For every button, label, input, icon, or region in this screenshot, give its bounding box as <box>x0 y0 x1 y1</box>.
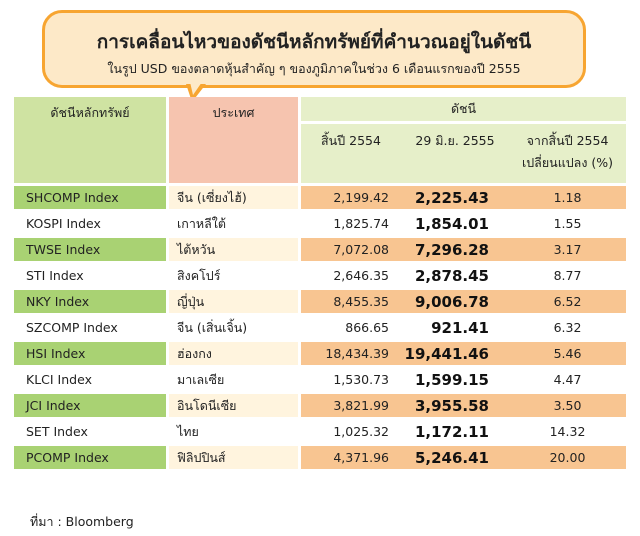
table-row: KLCI Index มาเลเซีย 1,530.73 1,599.15 4.… <box>14 368 627 394</box>
cell-end-2554: 18,434.39 <box>301 342 401 368</box>
header-change-line1: จากสิ้นปี 2554 <box>526 133 609 148</box>
cell-change: 1.18 <box>509 186 627 212</box>
table-row: SET Index ไทย 1,025.32 1,172.11 14.32 <box>14 420 627 446</box>
cell-end-2554: 2,646.35 <box>301 264 401 290</box>
cell-country: ไต้หวัน <box>169 238 301 264</box>
cell-index: TWSE Index <box>14 238 169 264</box>
header-index: ดัชนีหลักทรัพย์ <box>14 97 169 186</box>
cell-change: 1.55 <box>509 212 627 238</box>
cell-index: SZCOMP Index <box>14 316 169 342</box>
cell-country: อินโดนีเซีย <box>169 394 301 420</box>
page-subtitle: ในรูป USD ของตลาดหุ้นสำคัญ ๆ ของภูมิภาคใ… <box>107 61 521 76</box>
index-table: ดัชนีหลักทรัพย์ ประเทศ ดัชนี สิ้นปี 2554… <box>14 97 627 472</box>
table-row: SHCOMP Index จีน (เซี่ยงไฮ้) 2,199.42 2,… <box>14 186 627 212</box>
cell-country: ฮ่องกง <box>169 342 301 368</box>
cell-country: ญี่ปุ่น <box>169 290 301 316</box>
table-row: JCI Index อินโดนีเซีย 3,821.99 3,955.58 … <box>14 394 627 420</box>
cell-index: HSI Index <box>14 342 169 368</box>
cell-country: จีน (เซี่ยงไฮ้) <box>169 186 301 212</box>
table-row: KOSPI Index เกาหลีใต้ 1,825.74 1,854.01 … <box>14 212 627 238</box>
cell-end-2554: 1,530.73 <box>301 368 401 394</box>
title-callout: การเคลื่อนไหวของดัชนีหลักทรัพย์ที่คำนวณอ… <box>42 10 586 88</box>
table-row: STI Index สิงคโปร์ 2,646.35 2,878.45 8.7… <box>14 264 627 290</box>
cell-index: PCOMP Index <box>14 446 169 472</box>
cell-index: STI Index <box>14 264 169 290</box>
cell-country: เกาหลีใต้ <box>169 212 301 238</box>
header-country: ประเทศ <box>169 97 301 186</box>
cell-change: 3.17 <box>509 238 627 264</box>
cell-country: จีน (เสิ่นเจิ้น) <box>169 316 301 342</box>
cell-country: มาเลเซีย <box>169 368 301 394</box>
cell-change: 6.52 <box>509 290 627 316</box>
cell-change: 4.47 <box>509 368 627 394</box>
cell-end-2554: 1,025.32 <box>301 420 401 446</box>
cell-end-2554: 7,072.08 <box>301 238 401 264</box>
cell-country: สิงคโปร์ <box>169 264 301 290</box>
cell-index: SHCOMP Index <box>14 186 169 212</box>
cell-jun-2555: 2,225.43 <box>401 186 509 212</box>
cell-change: 3.50 <box>509 394 627 420</box>
table-row: NKY Index ญี่ปุ่น 8,455.35 9,006.78 6.52 <box>14 290 627 316</box>
cell-jun-2555: 1,172.11 <box>401 420 509 446</box>
cell-index: KOSPI Index <box>14 212 169 238</box>
page-title: การเคลื่อนไหวของดัชนีหลักทรัพย์ที่คำนวณอ… <box>96 31 532 53</box>
source-note: ที่มา : Bloomberg <box>30 514 134 529</box>
cell-change: 20.00 <box>509 446 627 472</box>
header-index-group: ดัชนี <box>301 97 627 124</box>
header-change: จากสิ้นปี 2554 เปลี่ยนแปลง (%) <box>509 124 627 186</box>
cell-index: JCI Index <box>14 394 169 420</box>
table-row: TWSE Index ไต้หวัน 7,072.08 7,296.28 3.1… <box>14 238 627 264</box>
cell-jun-2555: 921.41 <box>401 316 509 342</box>
cell-jun-2555: 19,441.46 <box>401 342 509 368</box>
table-row: PCOMP Index ฟิลิปปินส์ 4,371.96 5,246.41… <box>14 446 627 472</box>
cell-end-2554: 4,371.96 <box>301 446 401 472</box>
cell-end-2554: 8,455.35 <box>301 290 401 316</box>
cell-jun-2555: 7,296.28 <box>401 238 509 264</box>
cell-end-2554: 2,199.42 <box>301 186 401 212</box>
cell-jun-2555: 5,246.41 <box>401 446 509 472</box>
cell-jun-2555: 2,878.45 <box>401 264 509 290</box>
header-change-line2: เปลี่ยนแปลง (%) <box>521 155 614 170</box>
cell-jun-2555: 1,599.15 <box>401 368 509 394</box>
cell-index: KLCI Index <box>14 368 169 394</box>
cell-end-2554: 1,825.74 <box>301 212 401 238</box>
cell-change: 8.77 <box>509 264 627 290</box>
cell-end-2554: 866.65 <box>301 316 401 342</box>
callout-tail-fill <box>190 82 202 95</box>
header-jun-2555: 29 มิ.ย. 2555 <box>401 124 509 186</box>
table-row: HSI Index ฮ่องกง 18,434.39 19,441.46 5.4… <box>14 342 627 368</box>
cell-country: ไทย <box>169 420 301 446</box>
table-row: SZCOMP Index จีน (เสิ่นเจิ้น) 866.65 921… <box>14 316 627 342</box>
cell-index: NKY Index <box>14 290 169 316</box>
cell-jun-2555: 9,006.78 <box>401 290 509 316</box>
cell-end-2554: 3,821.99 <box>301 394 401 420</box>
cell-country: ฟิลิปปินส์ <box>169 446 301 472</box>
cell-change: 14.32 <box>509 420 627 446</box>
header-end-2554: สิ้นปี 2554 <box>301 124 401 186</box>
cell-jun-2555: 1,854.01 <box>401 212 509 238</box>
cell-index: SET Index <box>14 420 169 446</box>
cell-jun-2555: 3,955.58 <box>401 394 509 420</box>
cell-change: 5.46 <box>509 342 627 368</box>
cell-change: 6.32 <box>509 316 627 342</box>
